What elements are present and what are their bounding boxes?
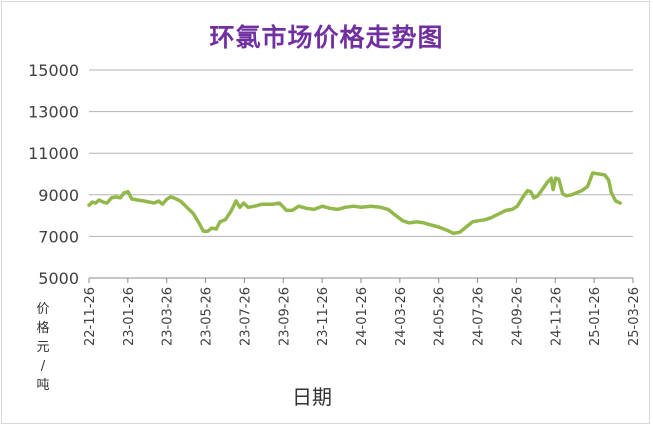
x-tick-label: 23-01-26 xyxy=(122,287,137,346)
x-tick-label: 25-03-26 xyxy=(627,287,642,346)
x-tick-label: 24-07-26 xyxy=(472,287,487,346)
x-tick-label: 23-03-26 xyxy=(161,287,176,346)
y-tick-label: 15000 xyxy=(28,61,79,80)
x-tick-label: 24-03-26 xyxy=(394,287,409,346)
x-tick-label: 24-09-26 xyxy=(510,287,525,346)
y-tick-label: 11000 xyxy=(28,144,79,163)
x-axis-label: 日期 xyxy=(292,385,332,409)
x-tick-label: 24-05-26 xyxy=(433,287,448,346)
x-tick-label: 23-09-26 xyxy=(277,287,292,346)
y-tick-label: 7000 xyxy=(38,227,79,246)
x-tick-label: 24-01-26 xyxy=(355,287,370,346)
x-tick-label: 23-07-26 xyxy=(238,287,253,346)
x-tick-label: 22-11-26 xyxy=(83,287,98,346)
x-tick-label: 23-11-26 xyxy=(316,287,331,346)
y-tick-label: 13000 xyxy=(28,103,79,122)
x-tick-label: 24-11-26 xyxy=(549,287,564,346)
chart-title: 环氯市场价格走势图 xyxy=(209,23,444,52)
price-series-line xyxy=(87,171,622,236)
y-tick-label: 5000 xyxy=(38,269,79,288)
y-tick-label: 9000 xyxy=(38,186,79,205)
x-tick-label: 23-05-26 xyxy=(200,287,215,346)
x-tick-label: 25-01-26 xyxy=(588,287,603,346)
y-axis-label: 价 格 元 / 吨 xyxy=(36,302,50,393)
